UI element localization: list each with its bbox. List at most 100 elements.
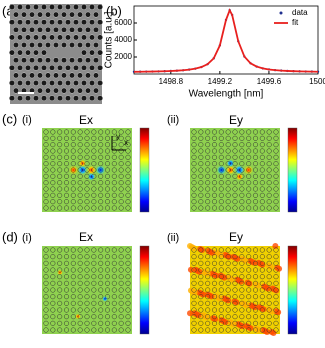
hole (13, 72, 19, 79)
hole (63, 307, 70, 313)
field-spot (270, 330, 277, 337)
hole (63, 129, 70, 135)
hole (266, 148, 272, 154)
hole (273, 167, 279, 173)
hole (70, 167, 76, 173)
field-spot (95, 165, 106, 175)
hole (29, 57, 35, 64)
hole (259, 161, 265, 167)
hole (50, 327, 56, 333)
hole (239, 180, 245, 186)
hole (266, 129, 272, 135)
hole (239, 161, 245, 167)
hole (57, 320, 63, 326)
hole (70, 260, 76, 266)
hole (50, 154, 56, 160)
hole (273, 199, 279, 205)
hole (205, 161, 211, 167)
hole (93, 11, 99, 18)
hole (63, 320, 70, 326)
hole (9, 4, 15, 10)
hole (43, 314, 49, 320)
hole (191, 320, 197, 326)
hole (25, 19, 31, 26)
hole (70, 267, 76, 273)
hole (198, 294, 204, 300)
field-spot (199, 246, 206, 253)
hole (33, 4, 39, 10)
hole (84, 186, 90, 192)
hole (57, 280, 63, 286)
hole (218, 267, 224, 273)
hole (118, 274, 124, 280)
hole (246, 154, 252, 160)
hole (104, 142, 111, 148)
hole (252, 167, 259, 173)
hole (25, 80, 31, 86)
hole (239, 300, 245, 306)
hole (25, 4, 31, 10)
hole (205, 199, 211, 205)
field-spot (275, 309, 282, 316)
hole (225, 142, 231, 148)
hole (57, 192, 63, 198)
hole (246, 307, 252, 313)
hole (63, 260, 70, 266)
hole (104, 320, 111, 326)
hole (104, 148, 111, 154)
hole (259, 294, 265, 300)
hole (266, 173, 272, 179)
hole (84, 167, 90, 173)
hole (259, 314, 265, 320)
hole (77, 129, 83, 135)
hole (13, 57, 19, 64)
hole (259, 167, 265, 173)
hole (57, 173, 63, 179)
hole (218, 167, 224, 173)
hole (84, 247, 90, 253)
hole (118, 148, 124, 154)
hole (37, 87, 43, 94)
hole (232, 199, 238, 205)
hole (191, 173, 197, 179)
hole (104, 192, 111, 198)
hole (91, 205, 97, 211)
hole (41, 49, 47, 56)
hole (45, 57, 51, 64)
hole (225, 205, 231, 211)
hole (43, 148, 49, 154)
hole (43, 300, 49, 306)
hole (118, 186, 124, 192)
hole (57, 274, 63, 280)
hole (211, 129, 218, 135)
hole (118, 192, 124, 198)
hole (57, 154, 63, 160)
hole (218, 300, 224, 306)
hole (239, 205, 245, 211)
hole (211, 199, 218, 205)
hole (104, 280, 111, 286)
hole (266, 154, 272, 160)
hole (259, 180, 265, 186)
hole (218, 287, 224, 293)
hole (41, 34, 47, 41)
hole (50, 267, 56, 273)
hole (85, 57, 91, 64)
hole (61, 26, 67, 33)
hole (218, 148, 224, 154)
hole (33, 80, 39, 86)
hole (198, 167, 204, 173)
hole (205, 314, 211, 320)
hole (91, 199, 97, 205)
hole (125, 280, 131, 286)
hole (91, 314, 97, 320)
hole (89, 34, 95, 41)
hole (97, 19, 103, 26)
hole (33, 64, 39, 71)
hole (21, 72, 27, 79)
hole (63, 192, 70, 198)
hole (225, 180, 231, 186)
hole (43, 199, 49, 205)
hole (252, 205, 259, 211)
hole (118, 154, 124, 160)
